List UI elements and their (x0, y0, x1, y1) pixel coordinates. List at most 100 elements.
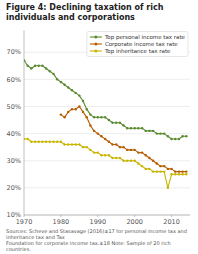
point (24, 138, 25, 140)
x-tick-label: 2010 (163, 218, 180, 226)
x-tick (171, 215, 172, 217)
point (97, 116, 99, 118)
point (49, 70, 51, 72)
point (26, 65, 28, 67)
chart: Figure 4: Declining taxation of richindi… (0, 0, 198, 254)
point (78, 105, 80, 107)
legend-label: Corporate income tax rate (105, 41, 178, 48)
point (159, 132, 161, 134)
point (133, 127, 135, 129)
point (111, 122, 113, 124)
point (60, 113, 62, 115)
point (45, 141, 47, 143)
point (148, 157, 150, 159)
point (93, 116, 95, 118)
legend-swatch (90, 36, 102, 37)
point (100, 116, 102, 118)
point (67, 86, 69, 88)
point (145, 130, 147, 132)
point (156, 132, 158, 134)
grid-line (24, 79, 190, 80)
grid-line (24, 215, 190, 216)
point (167, 135, 169, 137)
point (100, 154, 102, 156)
grid-line (24, 133, 190, 134)
x-tick (24, 215, 25, 217)
point (86, 116, 88, 118)
point (78, 143, 80, 145)
point (167, 168, 169, 170)
point (145, 168, 147, 170)
point (86, 146, 88, 148)
x-tick (134, 215, 135, 217)
point (145, 154, 147, 156)
y-tick-label: 40% (7, 130, 21, 138)
point (137, 151, 139, 153)
legend-marker (94, 50, 97, 53)
point (71, 89, 73, 91)
point (86, 108, 88, 110)
point (122, 146, 124, 148)
source-note: Sources: Scheve and Stasavage (2016)±17 … (6, 228, 187, 252)
point (170, 173, 172, 175)
point (52, 141, 54, 143)
point (52, 73, 54, 75)
point (174, 170, 176, 172)
series-line (24, 139, 186, 188)
point (89, 124, 91, 126)
point (115, 143, 117, 145)
x-axis-line (24, 215, 190, 216)
point (174, 138, 176, 140)
y-tick-label: 70% (7, 48, 21, 56)
point (100, 135, 102, 137)
point (119, 146, 121, 148)
point (104, 116, 106, 118)
legend-label: Top inheritance tax rate (104, 48, 171, 55)
point (34, 141, 36, 143)
grid-line (24, 106, 190, 107)
point (152, 160, 154, 162)
point (141, 127, 143, 129)
point (137, 127, 139, 129)
point (30, 67, 32, 69)
grid (24, 52, 190, 215)
y-tick-label: 20% (7, 184, 21, 192)
point (170, 168, 172, 170)
point (60, 81, 62, 83)
legend-marker (94, 43, 97, 46)
point (133, 160, 135, 162)
point (38, 141, 40, 143)
point (178, 173, 180, 175)
point (185, 135, 187, 137)
point (63, 143, 65, 145)
point (170, 138, 172, 140)
point (115, 157, 117, 159)
point (181, 173, 183, 175)
plot-data (24, 59, 188, 189)
point (178, 170, 180, 172)
point (148, 130, 150, 132)
point (67, 111, 69, 113)
point (185, 170, 187, 172)
point (30, 141, 32, 143)
series-line (61, 106, 186, 171)
x-tick-label: 1990 (90, 218, 107, 226)
point (156, 170, 158, 172)
point (152, 130, 154, 132)
point (82, 100, 84, 102)
point (174, 173, 176, 175)
point (108, 119, 110, 121)
x-tick-label: 1980 (53, 218, 70, 226)
x-tick (97, 215, 98, 217)
point (56, 78, 58, 80)
point (181, 170, 183, 172)
point (119, 122, 121, 124)
point (167, 187, 169, 189)
point (26, 138, 28, 140)
point (60, 141, 62, 143)
legend-marker (94, 36, 97, 39)
y-tick-label: 60% (7, 76, 21, 84)
series-line (24, 60, 186, 139)
point (93, 130, 95, 132)
legend-label: Top personal income tax rate (104, 34, 186, 41)
